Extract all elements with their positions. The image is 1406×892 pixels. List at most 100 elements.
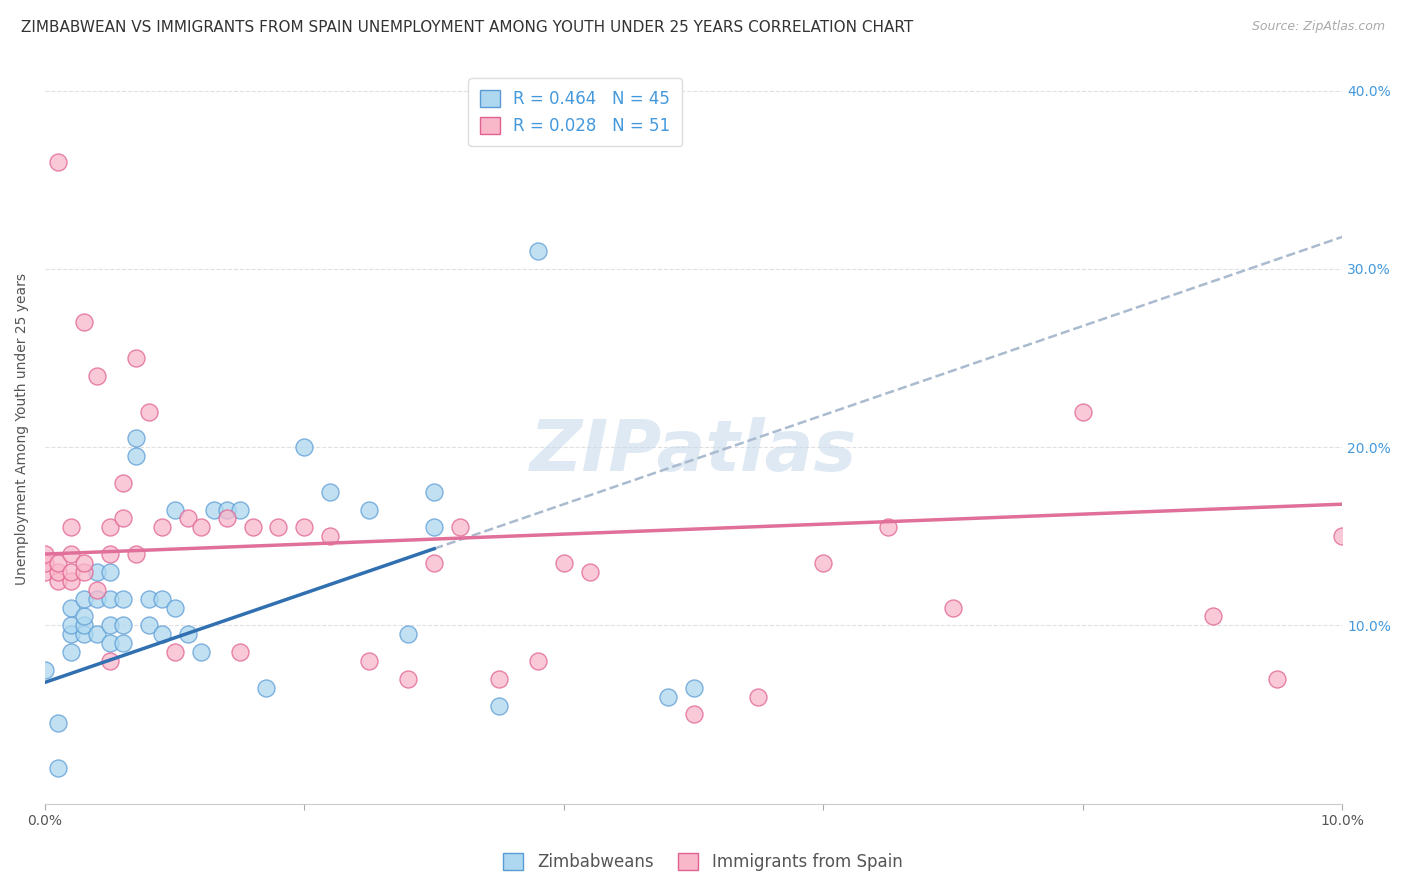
Point [138,591,160,606]
Point [202,502,225,516]
Point [942,600,965,615]
Point [98,636,121,650]
Point [423,556,446,570]
Point [111,591,134,606]
Text: ZIMBABWEAN VS IMMIGRANTS FROM SPAIN UNEMPLOYMENT AMONG YOUTH UNDER 25 YEARS CORR: ZIMBABWEAN VS IMMIGRANTS FROM SPAIN UNEM… [21,20,914,35]
Point [267,520,290,534]
Point [98,547,121,561]
Point [163,645,186,659]
Point [73,565,96,579]
Point [553,556,575,570]
Text: Source: ZipAtlas.com: Source: ZipAtlas.com [1251,20,1385,33]
Point [98,654,121,668]
Point [1201,609,1223,624]
Point [125,431,148,445]
Point [46,565,69,579]
Point [190,645,212,659]
Point [813,556,835,570]
Point [59,618,82,632]
Point [228,502,250,516]
Point [111,475,134,490]
Point [34,565,56,579]
Point [59,547,82,561]
Point [111,636,134,650]
Point [59,520,82,534]
Point [423,484,446,499]
Point [86,582,108,597]
Point [34,663,56,677]
Point [163,600,186,615]
Point [254,681,277,695]
Point [98,520,121,534]
Point [215,502,238,516]
Point [319,484,342,499]
Legend: Zimbabweans, Immigrants from Spain: Zimbabweans, Immigrants from Spain [495,845,911,880]
Point [1071,404,1094,418]
Point [98,591,121,606]
Point [150,627,173,641]
Point [215,511,238,525]
Point [176,627,198,641]
Point [111,618,134,632]
Point [150,520,173,534]
Point [294,520,316,534]
Point [396,672,419,686]
Point [488,672,510,686]
Point [163,502,186,516]
Point [242,520,264,534]
Point [98,618,121,632]
Point [176,511,198,525]
Point [125,547,148,561]
Point [125,351,148,365]
Point [59,565,82,579]
Point [73,591,96,606]
Point [294,440,316,454]
Point [579,565,602,579]
Point [682,681,704,695]
Point [34,556,56,570]
Point [190,520,212,534]
Point [46,574,69,588]
Point [59,600,82,615]
Point [359,502,381,516]
Point [73,315,96,329]
Point [657,690,679,704]
Point [34,547,56,561]
Point [46,556,69,570]
Point [73,618,96,632]
Point [98,565,121,579]
Point [1267,672,1289,686]
Point [228,645,250,659]
Point [138,618,160,632]
Point [73,556,96,570]
Point [86,565,108,579]
Point [1331,529,1354,543]
Point [488,698,510,713]
Point [86,627,108,641]
Text: ZIPatlas: ZIPatlas [530,417,858,486]
Point [59,627,82,641]
Point [449,520,471,534]
Point [73,627,96,641]
Point [125,449,148,463]
Point [46,761,69,775]
Point [46,716,69,731]
Legend: R = 0.464   N = 45, R = 0.028   N = 51: R = 0.464 N = 45, R = 0.028 N = 51 [468,78,682,146]
Point [423,520,446,534]
Point [150,591,173,606]
Point [46,155,69,169]
Point [527,244,550,259]
Point [59,645,82,659]
Point [111,511,134,525]
Point [877,520,900,534]
Y-axis label: Unemployment Among Youth under 25 years: Unemployment Among Youth under 25 years [15,273,30,585]
Point [86,368,108,383]
Point [396,627,419,641]
Point [747,690,769,704]
Point [359,654,381,668]
Point [59,574,82,588]
Point [138,404,160,418]
Point [319,529,342,543]
Point [682,707,704,722]
Point [73,609,96,624]
